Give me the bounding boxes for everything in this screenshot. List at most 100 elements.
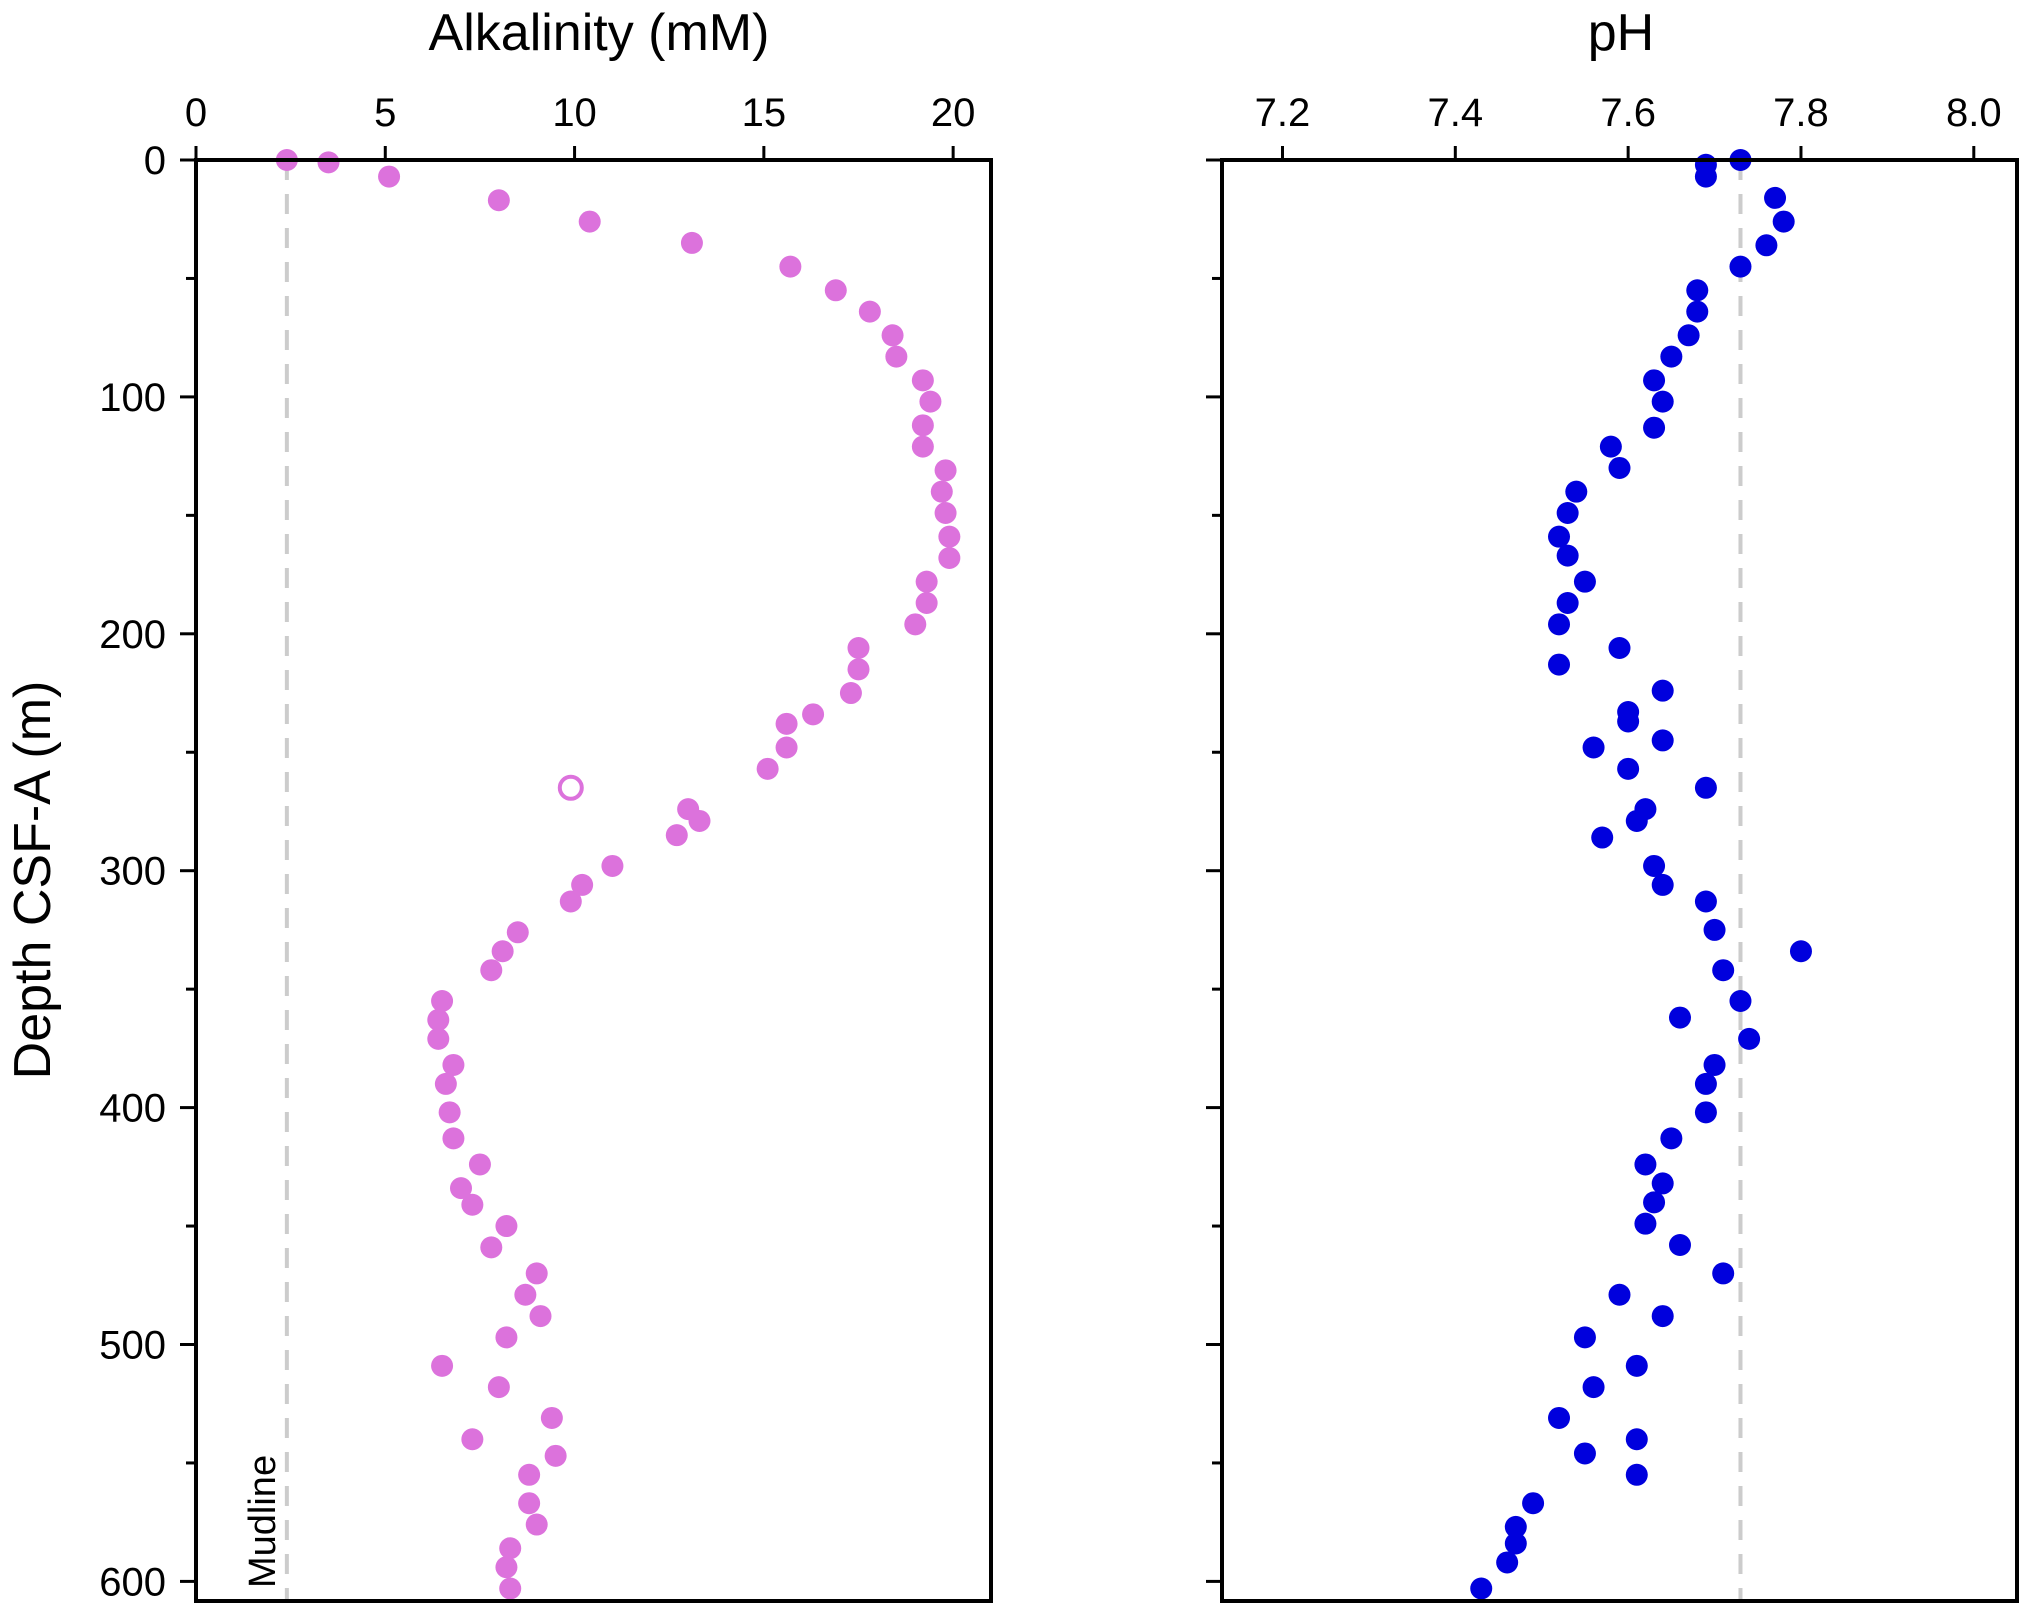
alkalinity-data-point — [775, 712, 798, 735]
alkalinity-data-point — [506, 921, 529, 944]
ph-data-point — [1651, 1172, 1674, 1195]
ph-data-point — [1504, 1532, 1527, 1555]
alkalinity-data-point — [911, 369, 934, 392]
alkalinity-x-tick-label: 5 — [374, 91, 396, 135]
ph-data-point — [1599, 435, 1622, 458]
ph-data-point — [1694, 1101, 1717, 1124]
alkalinity-data-point — [934, 501, 957, 524]
ph-data-point — [1660, 1127, 1683, 1150]
ph-ticks: 7.2 7.4 7.6 7.8 8.0 — [1206, 91, 2002, 1583]
ph-data-point — [1625, 1354, 1648, 1377]
alkalinity-data-point — [847, 658, 870, 681]
alkalinity-data-point — [885, 345, 908, 368]
alkalinity-data-point — [495, 1215, 518, 1238]
ph-data-point — [1522, 1492, 1545, 1515]
ph-x-tick-label: 8.0 — [1946, 91, 2002, 135]
alkalinity-data-point — [930, 480, 953, 503]
ph-data-point — [1677, 324, 1700, 347]
depth-tick-label: 300 — [99, 850, 166, 894]
ph-data-point — [1686, 300, 1709, 323]
alkalinity-data-point — [495, 1556, 518, 1579]
alkalinity-data-point — [461, 1193, 484, 1216]
alkalinity-data-point — [480, 959, 503, 982]
ph-data-point — [1556, 544, 1579, 567]
ph-data-point — [1556, 592, 1579, 615]
alkalinity-plot-frame — [194, 158, 993, 1603]
ph-data-point — [1651, 729, 1674, 752]
alkalinity-data-point — [911, 435, 934, 458]
alkalinity-data-point — [559, 890, 582, 913]
ph-data-point — [1694, 776, 1717, 799]
ph-data-point — [1643, 854, 1666, 877]
alkalinity-data-point — [461, 1428, 484, 1451]
ph-data-point — [1470, 1577, 1493, 1600]
alkalinity-x-tick-label: 20 — [931, 91, 976, 135]
alkalinity-panel: Alkalinity (mM) Mudline 0 5 10 15 2001002003… — [99, 4, 993, 1604]
alkalinity-data-point — [378, 165, 401, 188]
ph-x-tick-label: 7.2 — [1255, 91, 1311, 135]
alkalinity-data-point — [756, 757, 779, 780]
alkalinity-data-point — [480, 1236, 503, 1259]
ph-data-point — [1738, 1027, 1761, 1050]
alkalinity-data-point — [487, 1376, 510, 1399]
alkalinity-data-point — [775, 736, 798, 759]
ph-data-point — [1729, 989, 1752, 1012]
alkalinity-data-point — [915, 570, 938, 593]
depth-tick-label: 400 — [99, 1087, 166, 1131]
alkalinity-data-point — [525, 1262, 548, 1285]
alkalinity-data-point — [434, 1072, 457, 1095]
alkalinity-data-point — [938, 525, 961, 548]
ph-data-point — [1625, 1428, 1648, 1451]
alkalinity-data-point — [824, 279, 847, 302]
ph-data-point — [1764, 186, 1787, 209]
alkalinity-data-point — [495, 1326, 518, 1349]
alkalinity-data-point — [442, 1127, 465, 1150]
ph-data-point — [1643, 1191, 1666, 1214]
alkalinity-data-point — [499, 1537, 522, 1560]
ph-data-point — [1565, 480, 1588, 503]
alkalinity-data-point — [518, 1492, 541, 1515]
ph-data-point — [1548, 1406, 1571, 1429]
alkalinity-data-point — [665, 824, 688, 847]
ph-data-point — [1772, 210, 1795, 233]
ph-data-point — [1643, 369, 1666, 392]
ph-data-point — [1694, 890, 1717, 913]
alkalinity-data-point — [571, 873, 594, 896]
depth-tick-label: 500 — [99, 1324, 166, 1368]
alkalinity-points — [275, 149, 961, 1600]
alkalinity-open-point — [557, 774, 584, 801]
ph-points — [1470, 149, 1812, 1600]
ph-x-tick-label: 7.6 — [1600, 91, 1656, 135]
alkalinity-data-point — [514, 1283, 537, 1306]
depth-tick-label: 100 — [99, 376, 166, 420]
ph-data-point — [1617, 710, 1640, 733]
alkalinity-data-point — [938, 546, 961, 569]
alkalinity-data-point — [680, 231, 703, 254]
alkalinity-data-point — [544, 1444, 567, 1467]
ph-data-point — [1651, 679, 1674, 702]
alkalinity-data-point — [442, 1053, 465, 1076]
ph-plot-frame — [1220, 158, 2019, 1603]
ph-data-point — [1608, 456, 1631, 479]
ph-data-point — [1755, 234, 1778, 257]
alkalinity-data-point — [688, 809, 711, 832]
ph-data-point — [1651, 390, 1674, 413]
alkalinity-data-point — [578, 210, 601, 233]
alkalinity-data-point — [427, 1008, 450, 1031]
alkalinity-data-point — [491, 940, 514, 963]
alkalinity-data-point — [450, 1177, 472, 1200]
depth-axis-title: Depth CSF-A (m) — [4, 681, 62, 1080]
ph-data-point — [1712, 1262, 1735, 1285]
ph-data-point — [1660, 345, 1683, 368]
ph-data-point — [1573, 1326, 1596, 1349]
ph-data-point — [1668, 1006, 1691, 1029]
ph-x-tick-label: 7.8 — [1773, 91, 1829, 135]
ph-data-point — [1548, 653, 1571, 676]
alkalinity-data-point — [487, 189, 510, 212]
ph-data-point — [1634, 1153, 1657, 1176]
ph-data-point — [1496, 1551, 1519, 1574]
ph-data-point — [1582, 1376, 1605, 1399]
ph-data-point — [1703, 918, 1726, 941]
ph-x-tick-label: 7.4 — [1428, 91, 1484, 135]
ph-data-point — [1712, 959, 1735, 982]
